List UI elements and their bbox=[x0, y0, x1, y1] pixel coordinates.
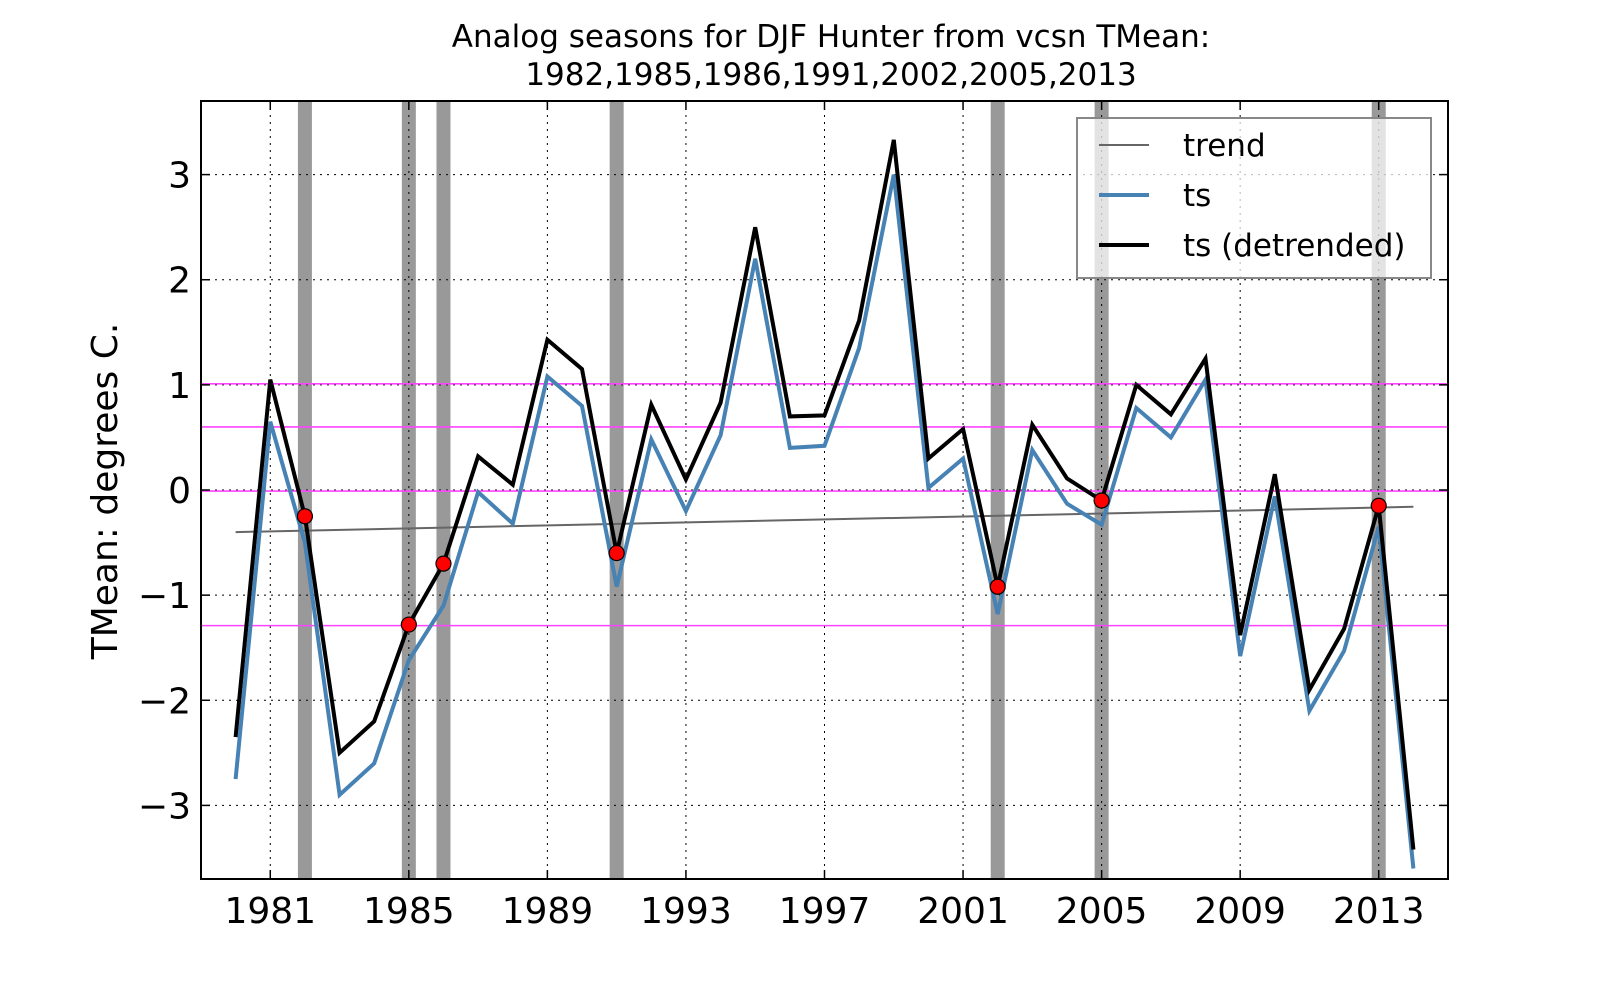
series-line-ts bbox=[233, 174, 1416, 869]
x-tick-label: 1985 bbox=[363, 891, 455, 932]
analog-point-1986 bbox=[435, 555, 452, 572]
analog-point-2013 bbox=[1370, 497, 1387, 514]
y-tick-label: −2 bbox=[138, 681, 191, 722]
legend-label-trend: trend bbox=[1183, 128, 1266, 164]
grid bbox=[201, 101, 1448, 879]
chart-title-line1: Analog seasons for DJF Hunter from vcsn … bbox=[452, 19, 1210, 55]
x-tick-label: 1993 bbox=[640, 891, 732, 932]
y-axis-label: TMean: degrees C. bbox=[85, 323, 126, 661]
x-tick-label: 1989 bbox=[502, 891, 594, 932]
y-tick-label: 1 bbox=[168, 366, 191, 407]
y-tick-label: −1 bbox=[138, 576, 191, 617]
y-tick-label: 3 bbox=[168, 156, 191, 197]
x-tick-label: 2009 bbox=[1194, 891, 1286, 932]
x-tick-label: 1997 bbox=[779, 891, 871, 932]
y-tick-label: 2 bbox=[168, 261, 191, 302]
plot-area: 1981 1985 1989 1993 1997 2001 2005 2009 2013−3−2… bbox=[138, 100, 1449, 932]
x-tick-label: 1981 bbox=[224, 891, 316, 932]
analog-point-2002 bbox=[989, 578, 1006, 595]
analog-band-2005 bbox=[1094, 101, 1109, 879]
analog-point-1991 bbox=[608, 544, 625, 562]
analog-point-1985 bbox=[400, 616, 417, 633]
analog-point-2005 bbox=[1093, 492, 1110, 509]
series-line-ts-detrended bbox=[233, 139, 1416, 850]
analog-band-1982 bbox=[297, 101, 312, 879]
analog-point-1982 bbox=[296, 508, 314, 525]
chart-title-line2: 1982,1985,1986,1991,2002,2005,2013 bbox=[525, 57, 1136, 93]
y-tick-label: −3 bbox=[138, 786, 191, 827]
chart-title: Analog seasons for DJF Hunter from vcsn … bbox=[452, 19, 1210, 93]
analog-band-1985 bbox=[401, 101, 416, 879]
series-line-trend bbox=[235, 505, 1414, 534]
series-lines bbox=[233, 139, 1416, 869]
x-tick-label: 2013 bbox=[1333, 891, 1425, 932]
legend-label-ts: ts bbox=[1183, 178, 1211, 214]
legend: trend ts ts (detrended) bbox=[1076, 117, 1432, 279]
legend-label-ts-detrended: ts (detrended) bbox=[1183, 228, 1405, 264]
analog-band-1986 bbox=[436, 101, 451, 879]
x-tick-label: 2005 bbox=[1056, 891, 1148, 932]
analog-band-2002 bbox=[990, 101, 1005, 879]
axis-ticks: 1981 1985 1989 1993 1997 2001 2005 2009 2013−3−2… bbox=[138, 101, 1448, 932]
reference-lines bbox=[201, 383, 1448, 627]
analog-band-1991 bbox=[609, 101, 624, 879]
y-tick-label: 0 bbox=[168, 471, 191, 512]
x-tick-label: 2001 bbox=[917, 891, 1009, 932]
analog-points bbox=[296, 492, 1387, 633]
